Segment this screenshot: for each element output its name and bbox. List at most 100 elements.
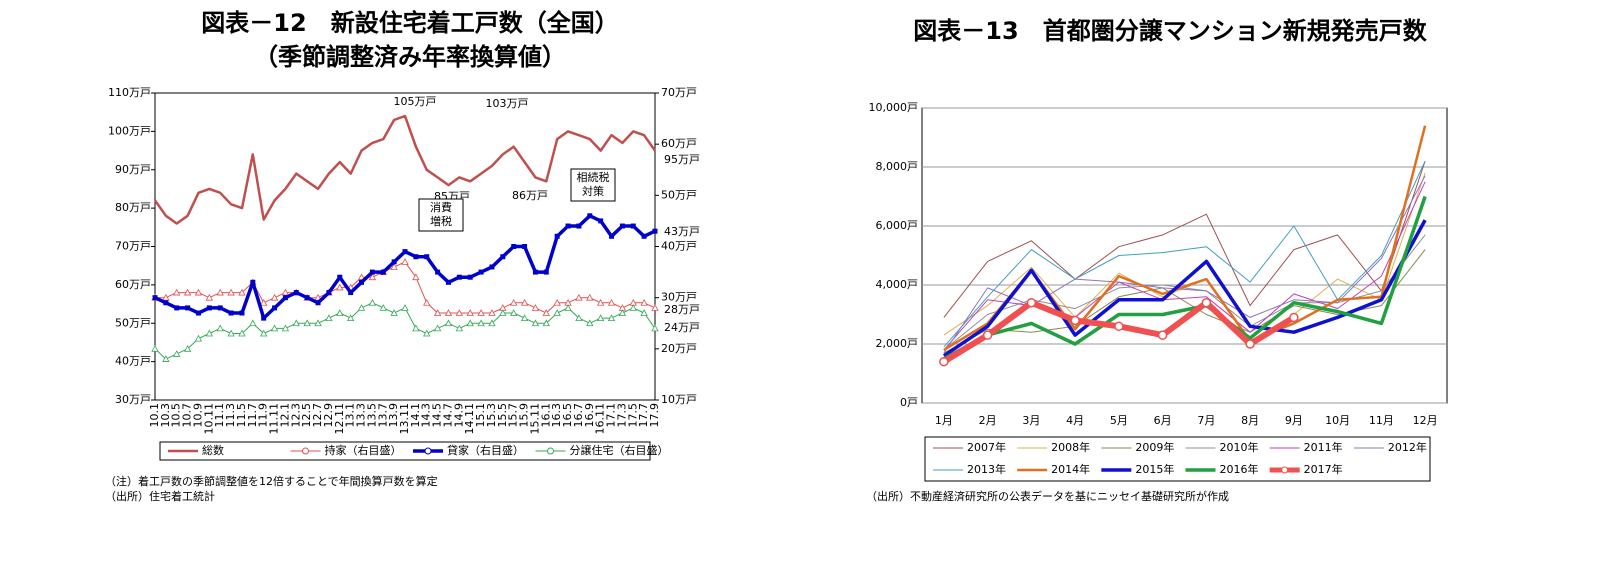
legend-label: 分譲住宅（右目盛） bbox=[570, 443, 669, 457]
y2-tick-label: 30万戸 bbox=[661, 291, 697, 304]
x-tick-label: 11月 bbox=[1369, 414, 1394, 427]
y2-tick-label: 70万戸 bbox=[661, 86, 697, 99]
point-marker bbox=[640, 298, 648, 306]
point-marker bbox=[348, 290, 354, 296]
point-marker bbox=[1114, 321, 1124, 332]
point-marker bbox=[576, 223, 582, 229]
annotation: 28万戸 bbox=[664, 303, 700, 316]
series-line bbox=[943, 160, 1426, 348]
point-marker bbox=[238, 329, 246, 337]
point-marker bbox=[326, 290, 332, 296]
x-tick-label: 12.1 bbox=[278, 403, 291, 428]
point-marker bbox=[1157, 330, 1168, 340]
point-marker bbox=[357, 273, 366, 281]
point-marker bbox=[368, 273, 377, 281]
legend-label: 2014年 bbox=[1051, 462, 1090, 476]
y-tick-label: 4,000戸 bbox=[876, 278, 919, 291]
legend-label: 2015年 bbox=[1135, 462, 1174, 476]
point-marker bbox=[357, 304, 366, 311]
point-marker bbox=[467, 274, 473, 280]
x-tick-label: 11.5 bbox=[235, 403, 248, 428]
point-marker bbox=[380, 269, 386, 275]
point-marker bbox=[303, 319, 311, 327]
x-tick-label: 13.9 bbox=[387, 403, 400, 428]
legend-label: 総数 bbox=[202, 443, 224, 457]
point-marker bbox=[598, 218, 604, 224]
point-marker bbox=[162, 355, 170, 362]
point-marker bbox=[619, 223, 625, 229]
legend-label: 2013年 bbox=[967, 462, 1006, 476]
x-tick-label: 13.7 bbox=[376, 403, 389, 428]
point-marker bbox=[596, 298, 605, 306]
point-marker bbox=[368, 298, 377, 306]
annotation: 消費 bbox=[430, 200, 452, 214]
legend-marker bbox=[424, 447, 432, 455]
point-marker bbox=[531, 304, 540, 311]
x-tick-label: 15.1 bbox=[474, 403, 487, 428]
x-tick-label: 2月 bbox=[979, 414, 997, 427]
y-tick-label: 40万戸 bbox=[115, 355, 151, 368]
point-marker bbox=[587, 213, 593, 219]
plot-area bbox=[154, 92, 656, 401]
note: （出所）不動産経済研究所の公表データを基にニッセイ基礎研究所が作成 bbox=[866, 489, 1229, 503]
point-marker bbox=[618, 309, 627, 316]
x-tick-label: 13.1 bbox=[344, 403, 357, 428]
x-tick-label: 10月 bbox=[1325, 414, 1350, 427]
point-marker bbox=[260, 329, 268, 337]
point-marker bbox=[542, 309, 550, 316]
legend-label: 2012年 bbox=[1388, 440, 1427, 454]
point-marker bbox=[228, 310, 234, 316]
x-tick-label: 16.3 bbox=[550, 403, 563, 428]
x-tick-label: 14.7 bbox=[441, 403, 454, 428]
point-marker bbox=[455, 309, 464, 316]
point-marker bbox=[185, 305, 191, 311]
point-marker bbox=[433, 324, 442, 332]
point-marker bbox=[281, 324, 290, 332]
y-tick-label: 80万戸 bbox=[115, 201, 151, 214]
point-marker bbox=[194, 288, 203, 296]
x-tick-label: 1月 bbox=[935, 414, 953, 427]
point-marker bbox=[520, 298, 529, 306]
point-marker bbox=[293, 290, 299, 296]
point-marker bbox=[401, 304, 409, 311]
x-tick-label: 14.3 bbox=[420, 403, 433, 428]
point-marker bbox=[315, 300, 321, 306]
legend-marker bbox=[1281, 466, 1289, 474]
x-tick-label: 13.11 bbox=[398, 403, 411, 435]
point-marker bbox=[260, 298, 268, 306]
y-tick-label: 60万戸 bbox=[115, 278, 151, 291]
point-marker bbox=[205, 293, 214, 301]
point-marker bbox=[412, 324, 420, 332]
y2-tick-label: 10万戸 bbox=[661, 393, 697, 406]
point-marker bbox=[652, 228, 658, 234]
x-tick-label: 11.11 bbox=[268, 403, 281, 435]
annotation: 増税 bbox=[430, 214, 452, 228]
x-tick-label: 11.9 bbox=[257, 403, 270, 428]
x-tick-label: 17.7 bbox=[637, 403, 650, 428]
legend-label: 2009年 bbox=[1135, 440, 1174, 454]
annotation-box bbox=[418, 198, 464, 232]
x-tick-label: 17.3 bbox=[615, 403, 628, 428]
x-tick-label: 13.5 bbox=[365, 403, 378, 428]
point-marker bbox=[435, 269, 441, 275]
point-marker bbox=[586, 293, 594, 301]
point-marker bbox=[412, 273, 420, 281]
x-tick-label: 12.11 bbox=[333, 403, 346, 435]
point-marker bbox=[314, 319, 322, 327]
annotation: 86万戸 bbox=[512, 189, 548, 202]
x-tick-label: 10.1 bbox=[148, 403, 161, 428]
point-marker bbox=[173, 288, 181, 296]
y-tick-label: 6,000戸 bbox=[876, 219, 919, 232]
point-marker bbox=[390, 309, 398, 316]
y-tick-label: 30万戸 bbox=[115, 393, 151, 406]
point-marker bbox=[477, 319, 485, 327]
chart-title: 図表－13 首都圏分譲マンション新規発売戸数 bbox=[913, 17, 1427, 45]
series-line bbox=[154, 214, 656, 320]
point-marker bbox=[337, 274, 343, 280]
point-marker bbox=[455, 324, 464, 332]
y2-tick-label: 60万戸 bbox=[661, 137, 697, 150]
point-marker bbox=[542, 319, 550, 327]
point-marker bbox=[456, 274, 462, 280]
point-marker bbox=[1070, 315, 1080, 326]
point-marker bbox=[444, 319, 453, 327]
